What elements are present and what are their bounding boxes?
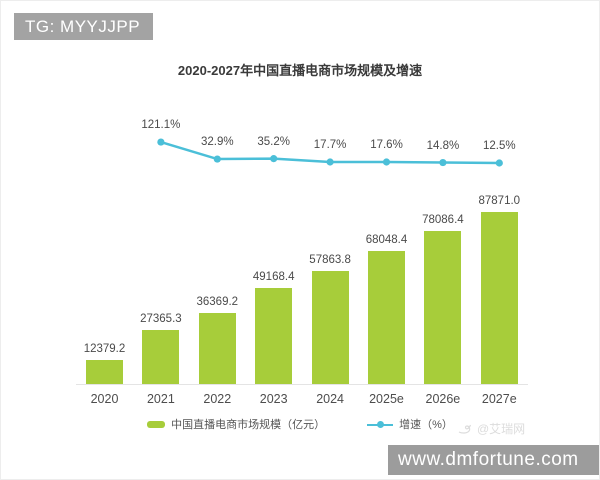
growth-point-2026e (439, 158, 447, 167)
growth-value-label-2021: 121.1% (141, 119, 181, 132)
bar-2021 (142, 330, 180, 384)
source-watermark-text: @艾瑞网 (477, 421, 526, 436)
swan-logo-icon (458, 424, 472, 434)
bar-value-label-2026e: 78086.4 (422, 213, 464, 226)
bar-2022 (198, 312, 236, 384)
legend-item-market-size: 中国直播电商市场规模（亿元） (147, 416, 325, 432)
chart-title: 2020-2027年中国直播电商市场规模及增速 (177, 63, 423, 78)
growth-point-2021 (157, 138, 165, 146)
growth-value-label-2025e: 17.6% (370, 139, 403, 151)
x-axis-label-2023: 2023 (259, 392, 288, 406)
growth-point-2027e (495, 159, 503, 167)
legend-label-market-size: 中国直播电商市场规模（亿元） (171, 419, 326, 431)
bar-value-label-2021: 27365.3 (140, 313, 182, 326)
bar-value-label-2025e: 68048.4 (365, 233, 408, 246)
bar-value-label-2024: 57863.8 (309, 253, 351, 266)
x-axis-label-2024: 2024 (316, 392, 344, 406)
growth-point-2023 (270, 155, 278, 163)
x-axis-label-2020: 2020 (90, 392, 119, 406)
x-axis-line (76, 384, 528, 385)
legend-item-growth: 增速（%） (367, 416, 453, 432)
x-axis-label-2025e: 2025e (369, 392, 404, 406)
x-axis-label-2027e: 2027e (481, 392, 517, 406)
legend: 中国直播电商市场规模（亿元） 增速（%） (1, 416, 599, 432)
legend-label-growth: 增速（%） (399, 419, 453, 431)
bar-series-swatch-icon (147, 420, 166, 428)
bar-value-label-2027e: 87871.0 (478, 194, 521, 207)
bar-value-label-2020: 12379.2 (83, 342, 126, 355)
bar-2020 (86, 359, 123, 384)
growth-value-label-2024: 17.7% (313, 138, 347, 151)
growth-point-2025e (382, 158, 391, 166)
source-watermark: @艾瑞网 (457, 419, 577, 437)
bar-2027e (480, 211, 518, 384)
growth-point-2022 (213, 155, 221, 163)
x-axis-label-2026e: 2026e (425, 392, 461, 406)
bar-2025e (368, 250, 405, 384)
url-watermark-bar: www.dmfortune.com (388, 445, 599, 475)
bar-2023 (255, 287, 293, 384)
x-axis-label-2021: 2021 (146, 392, 175, 406)
growth-value-label-2023: 35.2% (257, 135, 290, 148)
bar-2026e (424, 230, 462, 384)
growth-value-label-2022: 32.9% (200, 136, 234, 149)
bar-value-label-2023: 49168.4 (252, 270, 295, 283)
bar-value-label-2022: 36369.2 (196, 295, 239, 308)
line-series-swatch-icon (367, 420, 394, 428)
tg-badge: TG: MYYJJPP (14, 13, 153, 40)
growth-value-label-2026e: 14.8% (426, 139, 460, 152)
bar-2024 (311, 270, 349, 384)
x-axis-label-2022: 2022 (203, 392, 232, 406)
growth-point-2024 (326, 158, 334, 166)
growth-value-label-2027e: 12.5% (482, 139, 516, 152)
